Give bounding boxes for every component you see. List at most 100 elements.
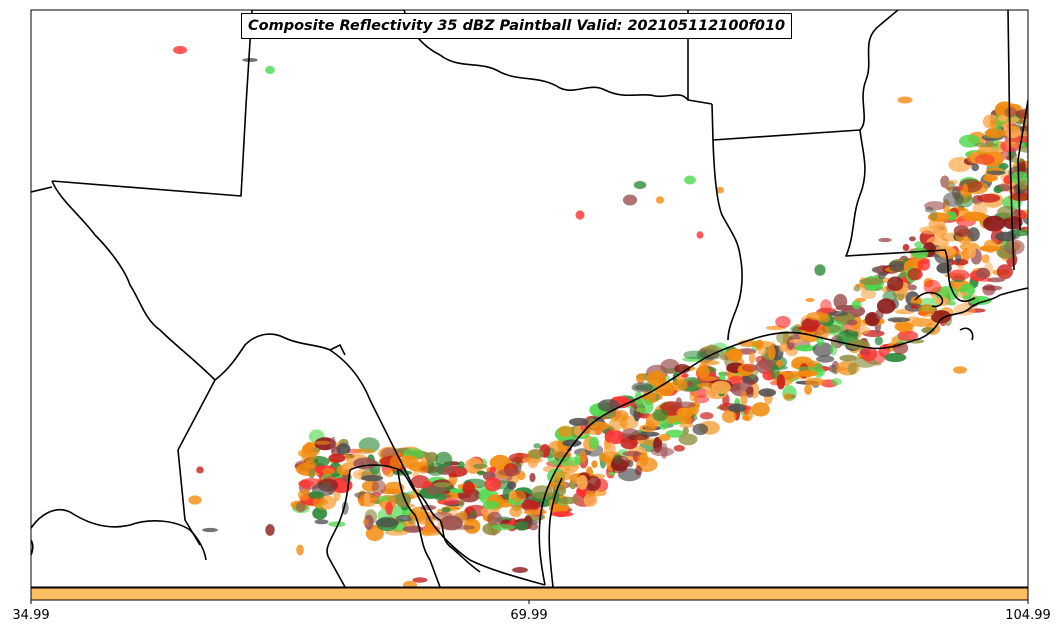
reflectivity-blob — [492, 524, 516, 530]
reflectivity-blob — [498, 469, 520, 477]
reflectivity-blob — [1052, 129, 1061, 134]
reflectivity-blob — [834, 294, 848, 309]
reflectivity-blob — [524, 509, 547, 515]
reflectivity-blob — [511, 490, 526, 502]
reflectivity-blob — [884, 353, 906, 362]
reflectivity-blob — [828, 365, 837, 373]
reflectivity-blob — [996, 120, 1002, 130]
reflectivity-blob — [889, 261, 905, 272]
reflectivity-blob — [483, 501, 500, 510]
reflectivity-blob — [1041, 128, 1051, 142]
reflectivity-blob — [589, 436, 599, 449]
reflectivity-blob — [1025, 125, 1033, 137]
reflectivity-blob — [943, 192, 964, 207]
reflectivity-blob — [622, 451, 642, 457]
reflectivity-blob — [385, 502, 393, 516]
reflectivity-blob — [903, 244, 910, 251]
reflectivity-blob — [971, 163, 979, 171]
reflectivity-blob — [804, 384, 812, 395]
reflectivity-blob — [779, 343, 787, 352]
reflectivity-blob — [1004, 107, 1016, 118]
reflectivity-blob — [963, 212, 987, 221]
colorbar-tick-label-mid: 69.99 — [510, 608, 547, 623]
reflectivity-blob — [1032, 118, 1049, 127]
reflectivity-blob — [591, 460, 597, 468]
reflectivity-blob — [384, 469, 394, 477]
reflectivity-blob — [1049, 114, 1059, 127]
reflectivity-blob — [974, 143, 998, 148]
reflectivity-blob — [1057, 119, 1062, 125]
reflectivity-blob — [529, 473, 535, 482]
reflectivity-blob — [1037, 115, 1045, 121]
reflectivity-blob — [296, 545, 304, 556]
reflectivity-blob — [720, 355, 728, 360]
reflectivity-blob — [751, 402, 769, 416]
reflectivity-blob — [173, 46, 187, 54]
reflectivity-blob — [775, 316, 791, 328]
reflectivity-blob — [1032, 125, 1043, 139]
reflectivity-blob — [1004, 239, 1025, 254]
reflectivity-blob — [533, 443, 541, 448]
reflectivity-blob — [831, 378, 842, 385]
reflectivity-blob — [265, 524, 274, 536]
reflectivity-blob — [512, 567, 528, 573]
reflectivity-blob — [623, 195, 637, 206]
reflectivity-blob — [1041, 167, 1051, 175]
reflectivity-blob — [313, 441, 331, 445]
reflectivity-blob — [711, 381, 731, 394]
reflectivity-blob — [196, 466, 204, 473]
reflectivity-blob — [962, 295, 971, 299]
reflectivity-blob — [188, 495, 201, 504]
reflectivity-blob — [462, 482, 475, 495]
reflectivity-blob — [875, 362, 882, 366]
reflectivity-blob — [328, 454, 345, 463]
reflectivity-blob — [985, 129, 1007, 138]
reflectivity-blob — [569, 418, 589, 426]
reflectivity-blob — [1030, 116, 1047, 126]
reflectivity-blob — [847, 320, 858, 326]
reflectivity-blob — [399, 456, 419, 469]
reflectivity-blob — [450, 488, 465, 493]
reflectivity-blob — [955, 251, 964, 256]
reflectivity-blob — [729, 376, 744, 384]
reflectivity-blob — [936, 263, 951, 274]
reflectivity-blob — [839, 355, 857, 362]
reflectivity-blob — [529, 523, 538, 530]
reflectivity-blob — [976, 268, 990, 280]
reflectivity-blob — [693, 424, 709, 436]
reflectivity-blob — [585, 490, 606, 497]
reflectivity-blob — [372, 480, 386, 495]
colorbar — [31, 588, 1028, 600]
reflectivity-blob — [1010, 158, 1024, 163]
reflectivity-blob — [1055, 124, 1062, 128]
reflectivity-blob — [963, 237, 972, 241]
reflectivity-blob — [830, 343, 837, 356]
reflectivity-blob — [787, 337, 795, 350]
reflectivity-blob — [322, 468, 334, 475]
reflectivity-blob — [1040, 117, 1055, 125]
reflectivity-blob — [577, 475, 588, 490]
reflectivity-blob — [609, 418, 622, 431]
reflectivity-blob — [627, 435, 649, 441]
reflectivity-blob — [637, 399, 654, 414]
reflectivity-blob — [448, 473, 457, 477]
reflectivity-blob — [302, 444, 314, 454]
reflectivity-blob — [805, 298, 814, 302]
reflectivity-blob — [908, 285, 917, 291]
reflectivity-blob — [677, 407, 693, 418]
reflectivity-blob — [789, 339, 803, 343]
reflectivity-blob — [798, 326, 818, 331]
reflectivity-blob — [1041, 115, 1048, 131]
reflectivity-blob — [1034, 202, 1050, 211]
reflectivity-blob — [681, 373, 688, 378]
reflectivity-blob — [740, 391, 747, 406]
reflectivity-blob — [962, 229, 971, 237]
reflectivity-blob — [696, 366, 710, 378]
colorbar-tick-label-min: 34.99 — [12, 608, 49, 623]
reflectivity-blob — [860, 278, 884, 285]
reflectivity-blob — [296, 502, 306, 513]
reflectivity-blob — [982, 284, 995, 295]
reflectivity-blob — [1045, 166, 1053, 176]
reflectivity-blob — [634, 181, 646, 189]
reflectivity-blob — [598, 399, 620, 412]
